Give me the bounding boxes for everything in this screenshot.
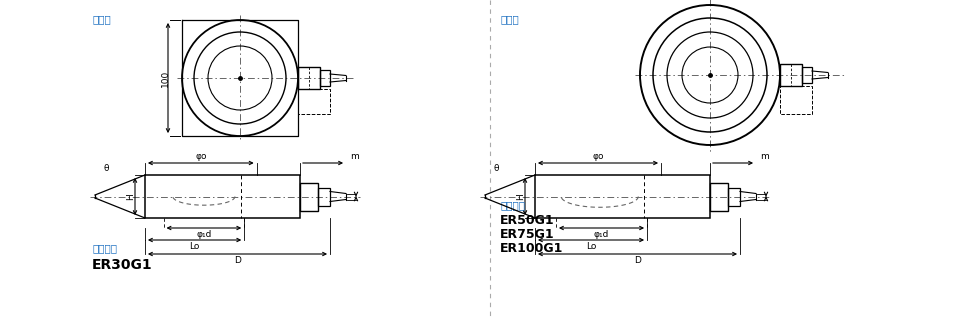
Text: m: m: [350, 152, 359, 161]
Bar: [728, 188, 740, 205]
Text: H: H: [516, 193, 525, 200]
Text: φ₁d: φ₁d: [196, 230, 212, 239]
Text: m: m: [760, 152, 768, 161]
Text: 寸法図: 寸法図: [92, 14, 111, 24]
Bar: [780, 64, 802, 86]
Text: 適応機種: 適応機種: [500, 200, 525, 210]
Text: Lo: Lo: [586, 242, 596, 251]
Bar: [710, 182, 728, 211]
Bar: [802, 67, 812, 83]
Text: 適応機種: 適応機種: [92, 243, 117, 253]
Text: φo: φo: [195, 152, 207, 161]
Text: ER100G1: ER100G1: [500, 242, 564, 255]
Text: D: D: [634, 256, 641, 265]
Bar: [298, 89, 330, 114]
Text: ER50G1: ER50G1: [500, 214, 555, 227]
Text: θ: θ: [493, 164, 499, 173]
Bar: [298, 67, 320, 89]
Bar: [535, 175, 710, 218]
Text: ER75G1: ER75G1: [500, 228, 555, 241]
Text: ER30G1: ER30G1: [92, 258, 153, 272]
Text: H: H: [126, 193, 135, 200]
Text: D: D: [234, 256, 241, 265]
Text: φ₁d: φ₁d: [594, 230, 610, 239]
Text: θ: θ: [103, 164, 109, 173]
Bar: [300, 182, 318, 211]
Bar: [318, 188, 330, 205]
Text: φo: φo: [592, 152, 604, 161]
Text: 100: 100: [161, 69, 170, 87]
Bar: [320, 70, 330, 86]
Bar: [780, 86, 812, 114]
Text: 寸法図: 寸法図: [500, 14, 518, 24]
Text: Lo: Lo: [189, 242, 200, 251]
Bar: [145, 175, 300, 218]
